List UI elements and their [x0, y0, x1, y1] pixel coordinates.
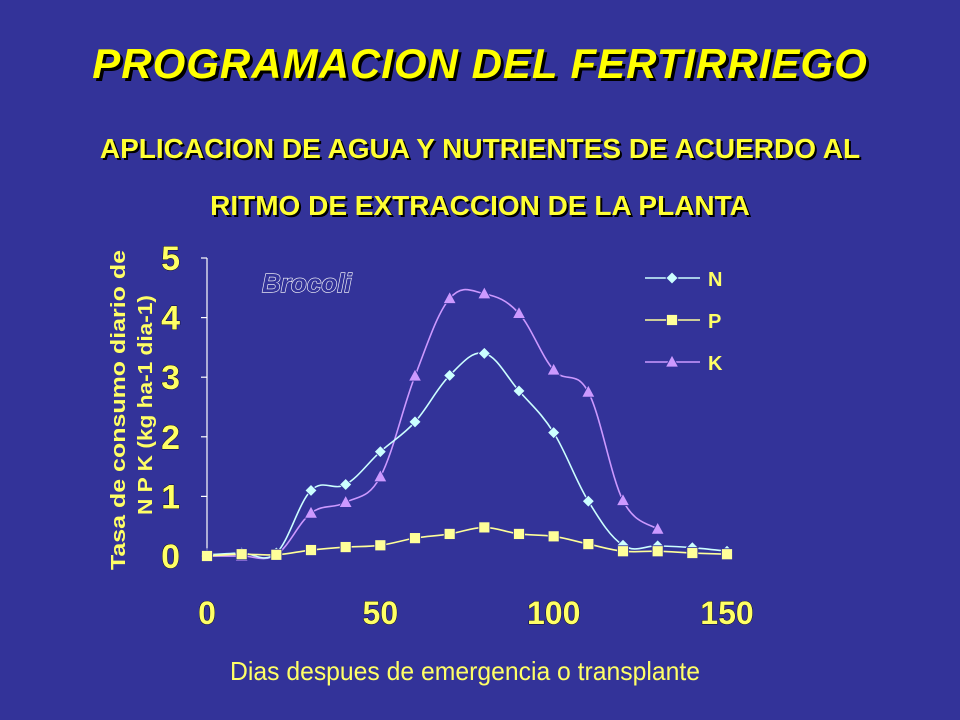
chart-legend: NPK — [645, 269, 723, 375]
data-point-P — [513, 528, 525, 540]
legend-label-K: K — [708, 353, 723, 375]
data-point-N — [512, 384, 526, 398]
subtitle-line-1: APLICACION DE AGUA Y NUTRIENTES DE ACUER… — [99, 133, 861, 164]
data-point-P — [339, 541, 352, 553]
data-point-P — [374, 539, 387, 552]
data-point-K — [442, 290, 457, 304]
data-point-K — [303, 505, 319, 519]
legend-item-P: P — [645, 311, 721, 333]
data-point-P — [409, 532, 421, 545]
data-point-N — [443, 368, 457, 382]
y-axis-label-line-1: Tasa de consumo diario de — [108, 250, 130, 570]
legend-label-P: P — [708, 311, 721, 333]
legend-marker-P — [666, 314, 678, 326]
data-point-P — [235, 548, 248, 561]
data-point-P — [305, 544, 317, 556]
series-line-P — [206, 526, 728, 557]
chart-series — [199, 285, 734, 562]
x-tick-label: 100 — [527, 595, 580, 631]
y-tick-label: 5 — [161, 240, 180, 278]
data-point-K — [338, 494, 353, 508]
y-tick-label: 0 — [161, 538, 180, 576]
y-axis-label-line-2: N P K (kg ha-1 dia-1) — [135, 295, 157, 515]
data-point-N — [547, 426, 561, 440]
x-tick-label: 50 — [363, 595, 399, 631]
data-point-P — [478, 521, 491, 534]
data-point-N — [373, 445, 387, 459]
series-P — [201, 521, 733, 562]
data-point-K — [650, 521, 665, 535]
x-axis-label: Dias despues de emergencia o transplante — [230, 656, 700, 686]
x-tick-label: 0 — [198, 595, 216, 631]
legend-marker-N — [665, 271, 679, 285]
data-point-K — [373, 468, 388, 483]
data-point-P — [651, 545, 664, 558]
data-point-N — [339, 477, 353, 492]
data-point-P — [686, 547, 699, 559]
data-point-K — [581, 384, 596, 398]
chart-annotation: Brocoli — [262, 268, 352, 298]
x-tick-label: 150 — [700, 595, 753, 631]
legend-label-N: N — [708, 269, 722, 291]
data-point-K — [546, 362, 561, 376]
data-point-N — [408, 415, 422, 429]
data-point-K — [477, 285, 492, 300]
data-point-P — [721, 548, 733, 561]
data-point-N — [477, 346, 491, 360]
data-point-P — [617, 545, 629, 558]
subtitle-line-2: RITMO DE EXTRACCION DE LA PLANTA — [210, 190, 750, 221]
data-point-K — [615, 492, 631, 506]
data-point-P — [547, 530, 560, 543]
legend-item-N: N — [645, 269, 722, 291]
y-tick-label: 3 — [161, 359, 180, 397]
data-point-P — [201, 550, 213, 562]
legend-item-K: K — [645, 353, 723, 375]
legend-marker-K — [664, 354, 680, 368]
y-tick-label: 1 — [161, 478, 180, 516]
data-point-P — [582, 538, 595, 550]
data-point-K — [511, 305, 527, 319]
data-point-N — [581, 494, 595, 508]
data-point-K — [407, 368, 423, 382]
series-line-N — [206, 352, 728, 559]
data-point-N — [304, 483, 318, 498]
y-tick-label: 4 — [161, 300, 180, 338]
y-tick-label: 2 — [161, 419, 180, 457]
slide-title: PROGRAMACION DEL FERTIRRIEGO — [92, 40, 868, 87]
data-point-P — [443, 528, 456, 540]
series-N — [200, 346, 734, 562]
series-K — [199, 285, 665, 562]
data-point-P — [270, 548, 283, 561]
series-line-K — [206, 288, 659, 560]
